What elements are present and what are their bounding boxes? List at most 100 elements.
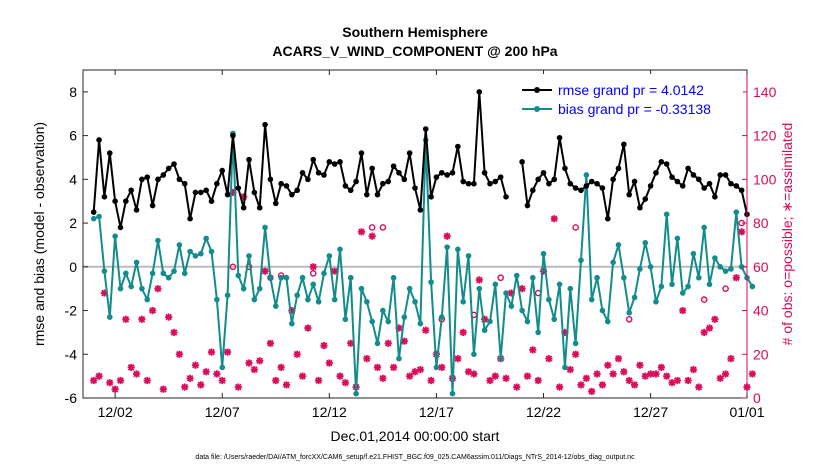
rmse-point: [90, 209, 97, 215]
rmse-point: [240, 204, 247, 211]
rmse-point: [519, 159, 525, 165]
obs-assimilated-marker: [422, 326, 430, 334]
y-tick-label-left: -4: [65, 346, 78, 362]
obs-assimilated-marker: [341, 379, 349, 387]
rmse-point: [203, 187, 209, 194]
bias-line: [93, 133, 754, 394]
bias-point: [701, 224, 707, 231]
rmse-point: [128, 187, 134, 194]
bias-point: [256, 285, 263, 292]
rmse-point: [701, 185, 707, 191]
rmse-point: [267, 176, 274, 183]
rmse-point: [219, 167, 226, 174]
bias-point: [519, 307, 525, 314]
bias-point: [610, 259, 616, 266]
rmse-point: [214, 180, 220, 187]
bias-point: [165, 274, 172, 281]
obs-assimilated-marker: [529, 346, 537, 354]
rmse-point: [637, 204, 643, 211]
bias-point: [106, 314, 113, 320]
obs-assimilated-marker: [513, 383, 521, 391]
obs-assimilated-marker: [207, 348, 216, 356]
rmse-point: [690, 172, 697, 178]
rmse-point: [165, 165, 172, 172]
rmse-point: [449, 169, 456, 176]
rmse-point: [176, 176, 183, 183]
rmse-point: [438, 169, 445, 176]
y-tick-label-right: 80: [753, 215, 769, 231]
rmse-point: [262, 121, 268, 128]
obs-assimilated-marker: [470, 370, 478, 378]
bias-point: [674, 235, 681, 242]
bias-point: [417, 320, 424, 327]
bias-point: [728, 266, 734, 272]
bias-point: [412, 298, 418, 305]
obs-possible-marker: [572, 224, 579, 231]
obs-assimilated-marker: [491, 372, 499, 380]
rmse-point: [272, 200, 279, 207]
rmse-point: [476, 89, 483, 95]
bias-point: [433, 364, 440, 371]
obs-assimilated-marker: [652, 370, 660, 378]
bias-point: [289, 320, 295, 327]
footnote: data file: /Users/raeder/DAI/ATM_forcXX/…: [195, 454, 635, 461]
obs-assimilated-marker: [700, 328, 708, 336]
rmse-point: [187, 215, 193, 222]
bias-point: [364, 298, 370, 305]
bias-point: [615, 242, 622, 248]
bias-point: [246, 253, 252, 259]
rmse-point: [278, 180, 284, 187]
obs-possible-marker: [229, 263, 237, 271]
rmse-point: [712, 194, 718, 200]
rmse-point: [562, 165, 568, 172]
bias-point: [401, 314, 408, 320]
bias-point: [685, 283, 691, 290]
rmse-point: [572, 185, 579, 191]
rmse-point: [412, 185, 418, 191]
y-tick-label-left: 0: [69, 259, 77, 275]
obs-possible-marker: [722, 285, 729, 292]
x-axis-label: Dec.01,2014 00:00:00 start: [331, 428, 500, 444]
bias-point: [128, 283, 134, 290]
obs-assimilated-marker: [400, 337, 408, 345]
obs-assimilated-marker: [534, 376, 542, 385]
x-tick-label: 01/01: [729, 404, 764, 420]
y-tick-label-right: 0: [753, 390, 761, 406]
obs-assimilated-marker: [154, 285, 162, 293]
obs-assimilated-marker: [309, 263, 317, 271]
obs-assimilated-marker: [127, 363, 135, 371]
rmse-point: [155, 176, 161, 183]
bias-point: [733, 209, 740, 215]
obs-assimilated-marker: [572, 350, 580, 358]
rmse-point: [364, 191, 370, 198]
rmse-point: [674, 178, 681, 185]
bias-point: [738, 264, 745, 270]
bias-point: [310, 281, 317, 288]
obs-assimilated-marker: [663, 372, 671, 380]
obs-assimilated-marker: [272, 376, 280, 385]
rmse-point: [535, 176, 541, 183]
bias-point: [465, 253, 472, 259]
obs-assimilated-marker: [261, 267, 269, 275]
bias-point: [583, 172, 590, 178]
rmse-point: [101, 194, 108, 200]
bias-point: [653, 298, 659, 305]
bias-point: [251, 296, 258, 303]
bias-point: [160, 270, 167, 277]
rmse-point: [444, 172, 450, 178]
obs-assimilated-marker: [550, 215, 558, 223]
bias-point: [594, 274, 600, 281]
bias-point: [481, 327, 488, 334]
obs-assimilated-marker: [197, 381, 205, 389]
rmse-point: [117, 224, 124, 231]
rmse-point: [374, 191, 381, 198]
rmse-point: [358, 150, 365, 156]
obs-assimilated-marker: [245, 359, 253, 367]
bias-point: [621, 274, 627, 281]
bias-point: [385, 318, 392, 325]
obs-assimilated-marker: [111, 385, 119, 393]
obs-assimilated-marker: [443, 232, 451, 240]
rmse-point: [380, 180, 386, 187]
bias-point: [321, 270, 327, 277]
bias-point: [455, 246, 461, 253]
